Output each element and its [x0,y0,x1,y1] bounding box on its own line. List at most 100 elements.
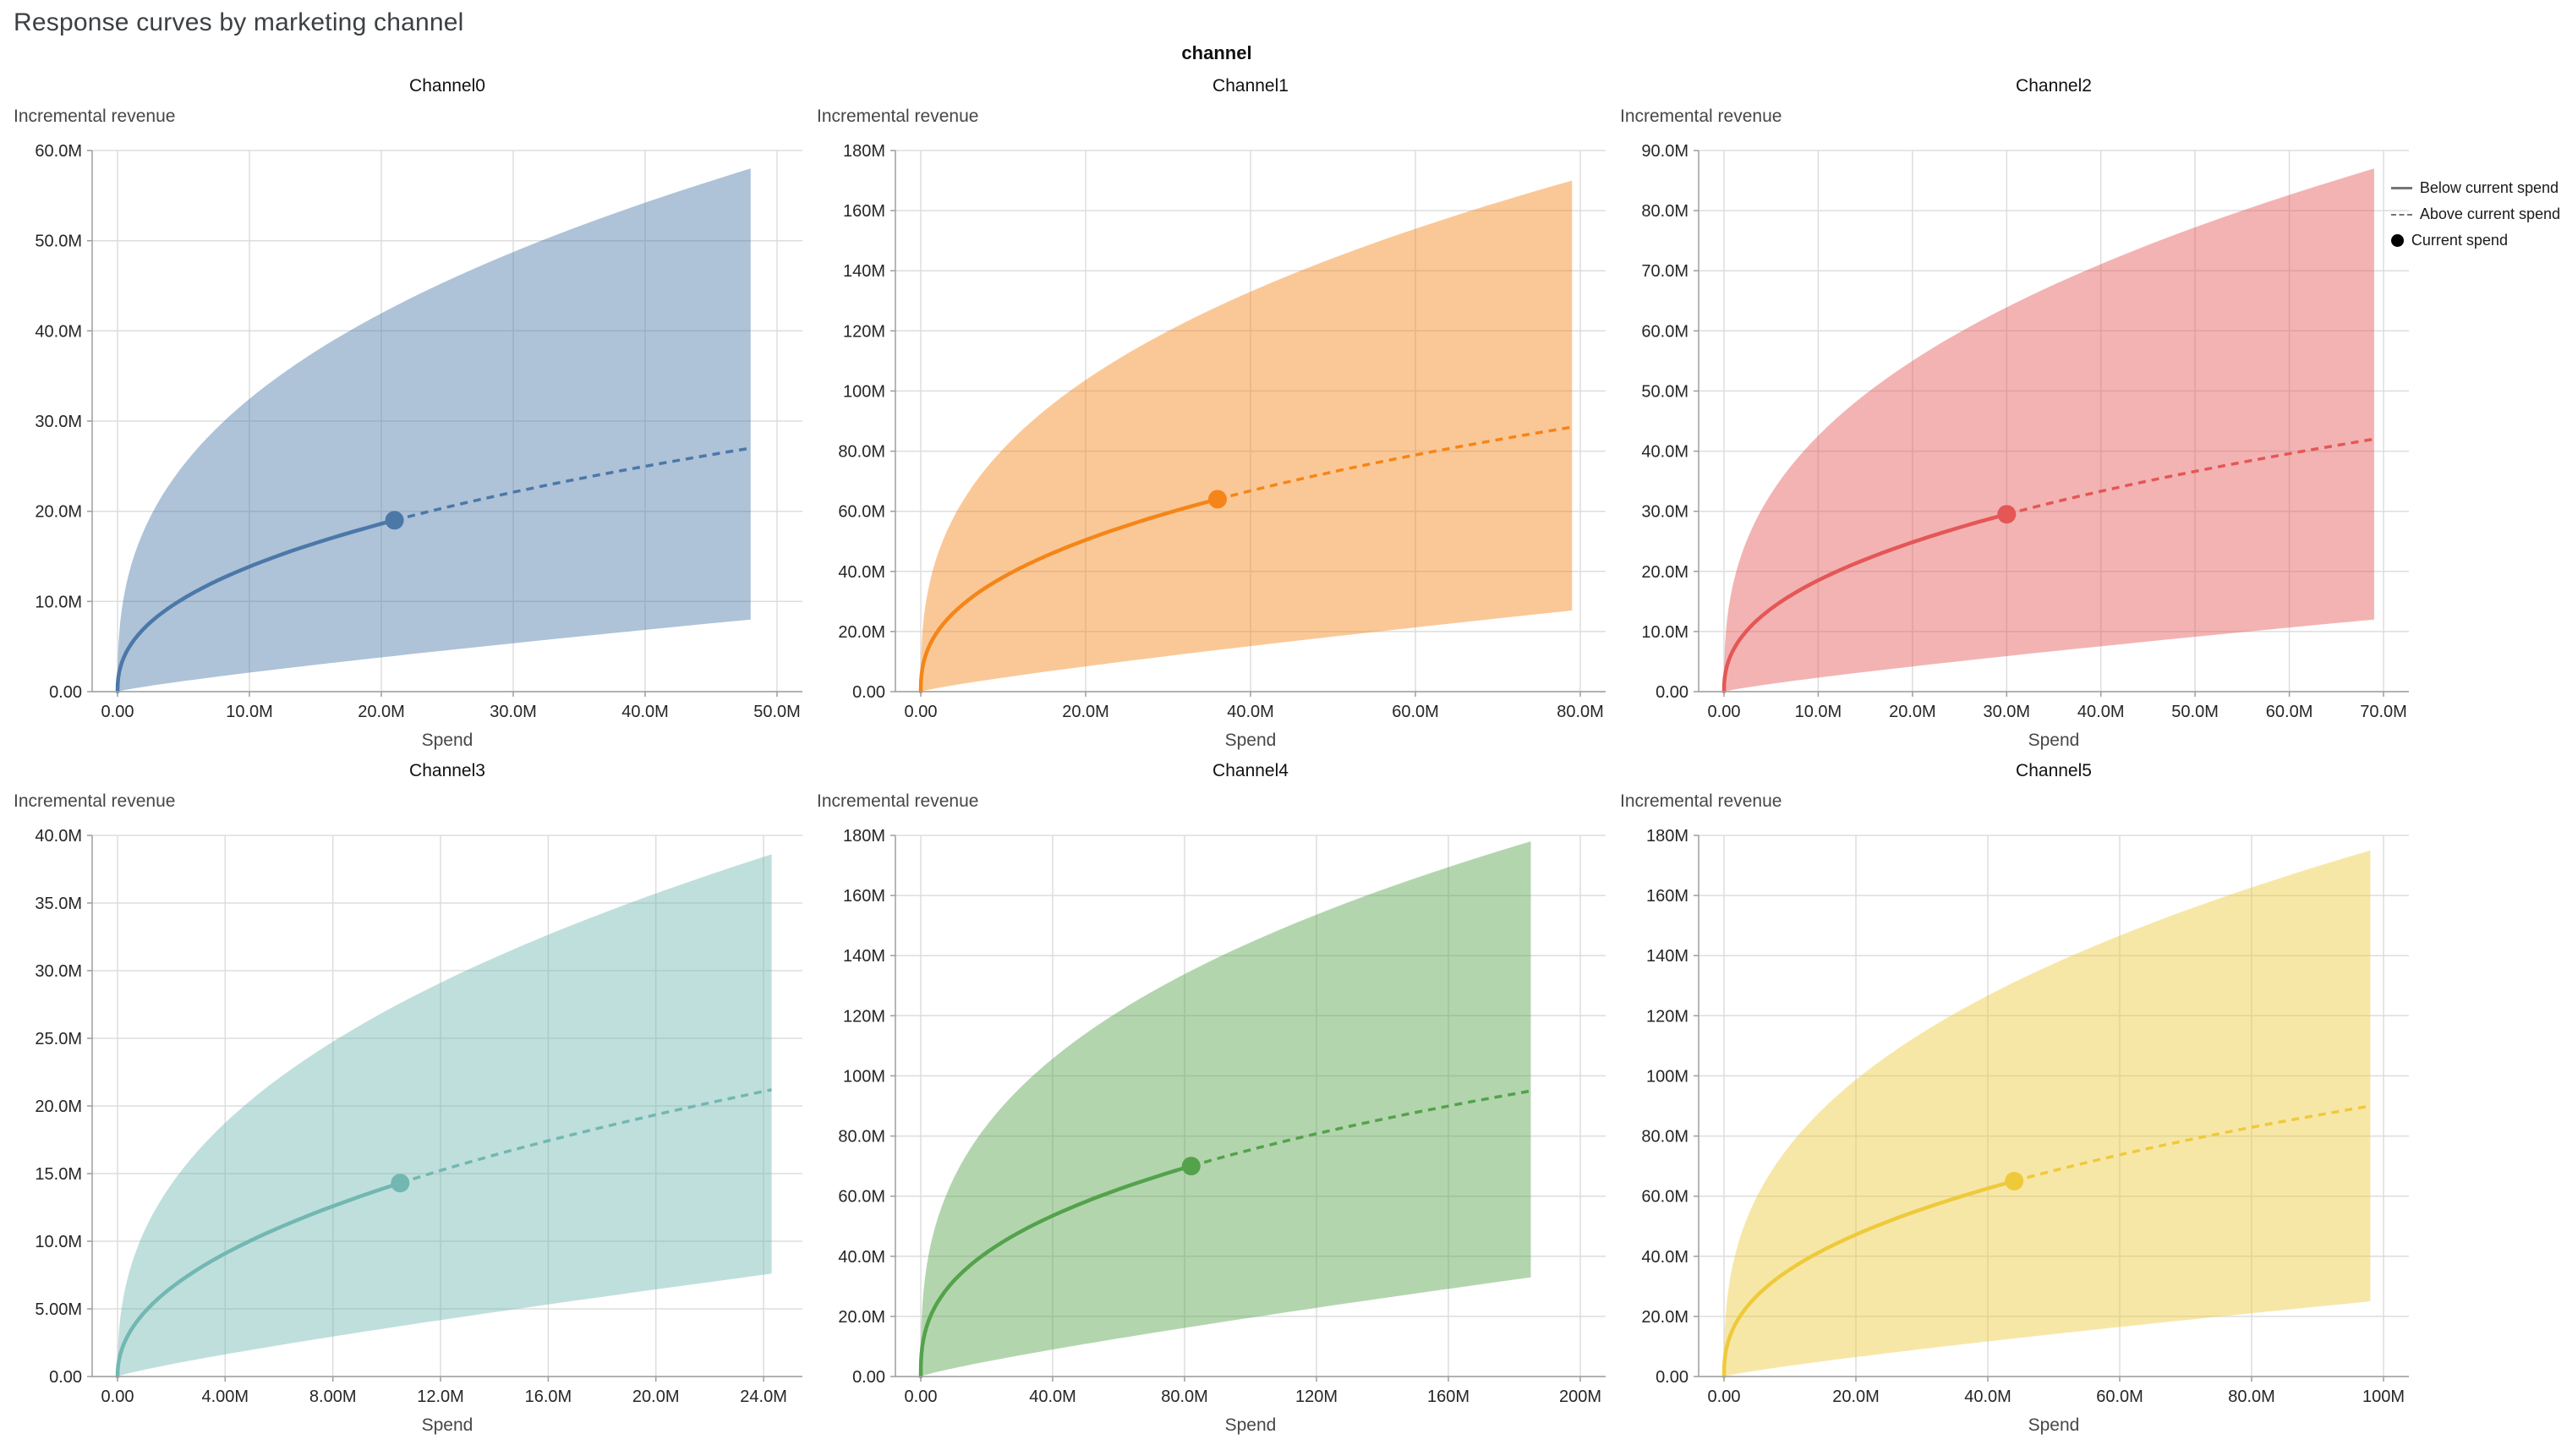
y-tick-label: 0.00 [1656,683,1689,702]
y-tick-label: 80.0M [1641,1128,1689,1147]
x-tick-label: 20.0M [1062,703,1109,721]
y-tick-label: 80.0M [838,443,885,462]
mean-curve-below-current-spend [115,1180,402,1379]
current-spend-point [1997,505,2017,524]
y-axis-title: Incremental revenue [1620,791,1782,811]
uncertainty-band [1724,168,2374,692]
x-tick-label: 0.00 [905,703,938,721]
y-tick-label: 50.0M [1641,382,1689,401]
y-tick-label: 180M [843,142,885,161]
y-tick-label: 30.0M [1641,503,1689,522]
x-tick-label: 40.0M [621,703,669,721]
y-tick-label: 5.00M [35,1300,82,1319]
y-tick-label: 60.0M [1641,322,1689,341]
y-tick-label: 40.0M [35,827,82,846]
y-tick-label: 40.0M [838,563,885,582]
x-tick-label: 24.0M [740,1388,787,1406]
x-axis-title: Spend [1225,1415,1277,1435]
facet-header-channel: channel [1181,42,1252,63]
y-tick-label: 140M [1646,947,1689,966]
mean-curve-above-current-spend [1190,1089,1531,1168]
y-tick-label: 60.0M [838,1188,885,1207]
y-tick-label: 0.00 [1656,1368,1689,1387]
uncertainty-band [118,168,751,692]
x-tick-label: 16.0M [525,1388,572,1406]
page-title: Response curves by marketing channel [14,8,464,36]
response-curve-chart-channel3: 0.00 4.00M 8.00M 12.0M 16.0M 20.0M 24.0M 0.00 5.… [14,761,802,1435]
x-tick-label: 50.0M [753,703,801,721]
x-tick-label: 120M [1295,1388,1338,1406]
subplot-title: Channel2 [2016,76,2092,96]
uncertainty-band [921,841,1531,1377]
subplot-title: Channel3 [409,761,485,780]
mean-curve-below-current-spend [1721,512,2009,694]
legend-label: Above current spend [2419,205,2560,222]
y-tick-label: 160M [843,202,885,221]
x-tick-label: 60.0M [2096,1388,2143,1406]
response-curve-chart-channel4: 0.00 40.0M 80.0M 120M 160M 200M 0.00 20.0M 40.0M… [817,761,1606,1435]
mean-curve-above-current-spend [2013,1104,2371,1183]
mean-curve-above-current-spend [394,446,752,522]
uncertainty-band [1724,850,2371,1377]
y-axis-title: Incremental revenue [14,791,175,811]
response-curve-chart-channel0: 0.00 10.0M 20.0M 30.0M 40.0M 50.0M 0.00 10.0M 20… [14,76,802,750]
y-tick-label: 120M [843,322,885,341]
y-tick-label: 20.0M [1641,563,1689,582]
y-tick-label: 90.0M [1641,142,1689,161]
mean-curve-above-current-spend [1217,425,1573,501]
y-tick-label: 0.00 [49,1368,82,1387]
mean-curve-below-current-spend [918,497,1220,694]
x-tick-label: 80.0M [2228,1388,2275,1406]
y-tick-label: 180M [843,827,885,846]
x-tick-label: 40.0M [1029,1388,1076,1406]
subplot-title: Channel1 [1212,76,1289,96]
y-tick-label: 20.0M [35,503,82,522]
response-curve-chart-channel5: 0.00 20.0M 40.0M 60.0M 80.0M 100M 0.00 20.0M 40.… [1620,761,2409,1435]
response-curve-chart-channel2: 0.00 10.0M 20.0M 30.0M 40.0M 50.0M 60.0M 70.0M 0… [1620,76,2409,750]
y-tick-label: 60.0M [838,503,885,522]
y-tick-label: 120M [1646,1007,1689,1026]
x-axis-title: Spend [422,731,473,750]
current-spend-point [1208,490,1227,509]
y-tick-label: 20.0M [838,1308,885,1327]
y-axis-title: Incremental revenue [817,791,978,811]
x-tick-label: 12.0M [417,1388,464,1406]
x-tick-label: 40.0M [1227,703,1274,721]
y-tick-label: 35.0M [35,895,82,913]
x-tick-label: 0.00 [1708,1388,1741,1406]
mean-curve-below-current-spend [918,1163,1194,1379]
subplot-title: Channel4 [1212,761,1289,780]
current-spend-point [385,511,404,530]
y-tick-label: 40.0M [1641,443,1689,462]
x-tick-label: 0.00 [1708,703,1741,721]
x-tick-label: 160M [1427,1388,1470,1406]
y-tick-label: 10.0M [35,1233,82,1251]
x-tick-label: 30.0M [1984,703,2031,721]
y-tick-label: 80.0M [1641,202,1689,221]
response-curve-chart-channel1: 0.00 20.0M 40.0M 60.0M 80.0M 0.00 20.0M 40.0M 60… [817,76,1606,750]
y-tick-label: 50.0M [35,233,82,251]
chart-grid: 0.00 10.0M 20.0M 30.0M 40.0M 50.0M 0.00 10.0M 20… [12,66,2422,1436]
x-tick-label: 40.0M [1964,1388,2011,1406]
y-tick-label: 0.00 [49,683,82,702]
uncertainty-band [921,180,1573,692]
y-tick-label: 20.0M [35,1097,82,1116]
legend-item-current-spend: Current spend [2390,232,2508,249]
x-tick-label: 20.0M [1889,703,1936,721]
mean-curve-below-current-spend [1721,1179,2017,1379]
x-tick-label: 8.00M [309,1388,357,1406]
y-tick-label: 180M [1646,827,1689,846]
x-axis-title: Spend [422,1415,473,1435]
current-spend-dot-icon [2390,234,2404,247]
y-tick-label: 10.0M [35,593,82,611]
legend: Below current spend Above current spend … [2390,179,2560,249]
x-tick-label: 40.0M [2077,703,2125,721]
y-tick-label: 30.0M [35,962,82,981]
legend-label: Below current spend [2419,179,2559,196]
x-tick-label: 20.0M [632,1388,680,1406]
x-tick-label: 80.0M [1557,703,1604,721]
y-tick-label: 160M [1646,887,1689,906]
x-tick-label: 0.00 [101,703,134,721]
y-axis-title: Incremental revenue [1620,107,1782,126]
current-spend-point [1181,1157,1201,1176]
